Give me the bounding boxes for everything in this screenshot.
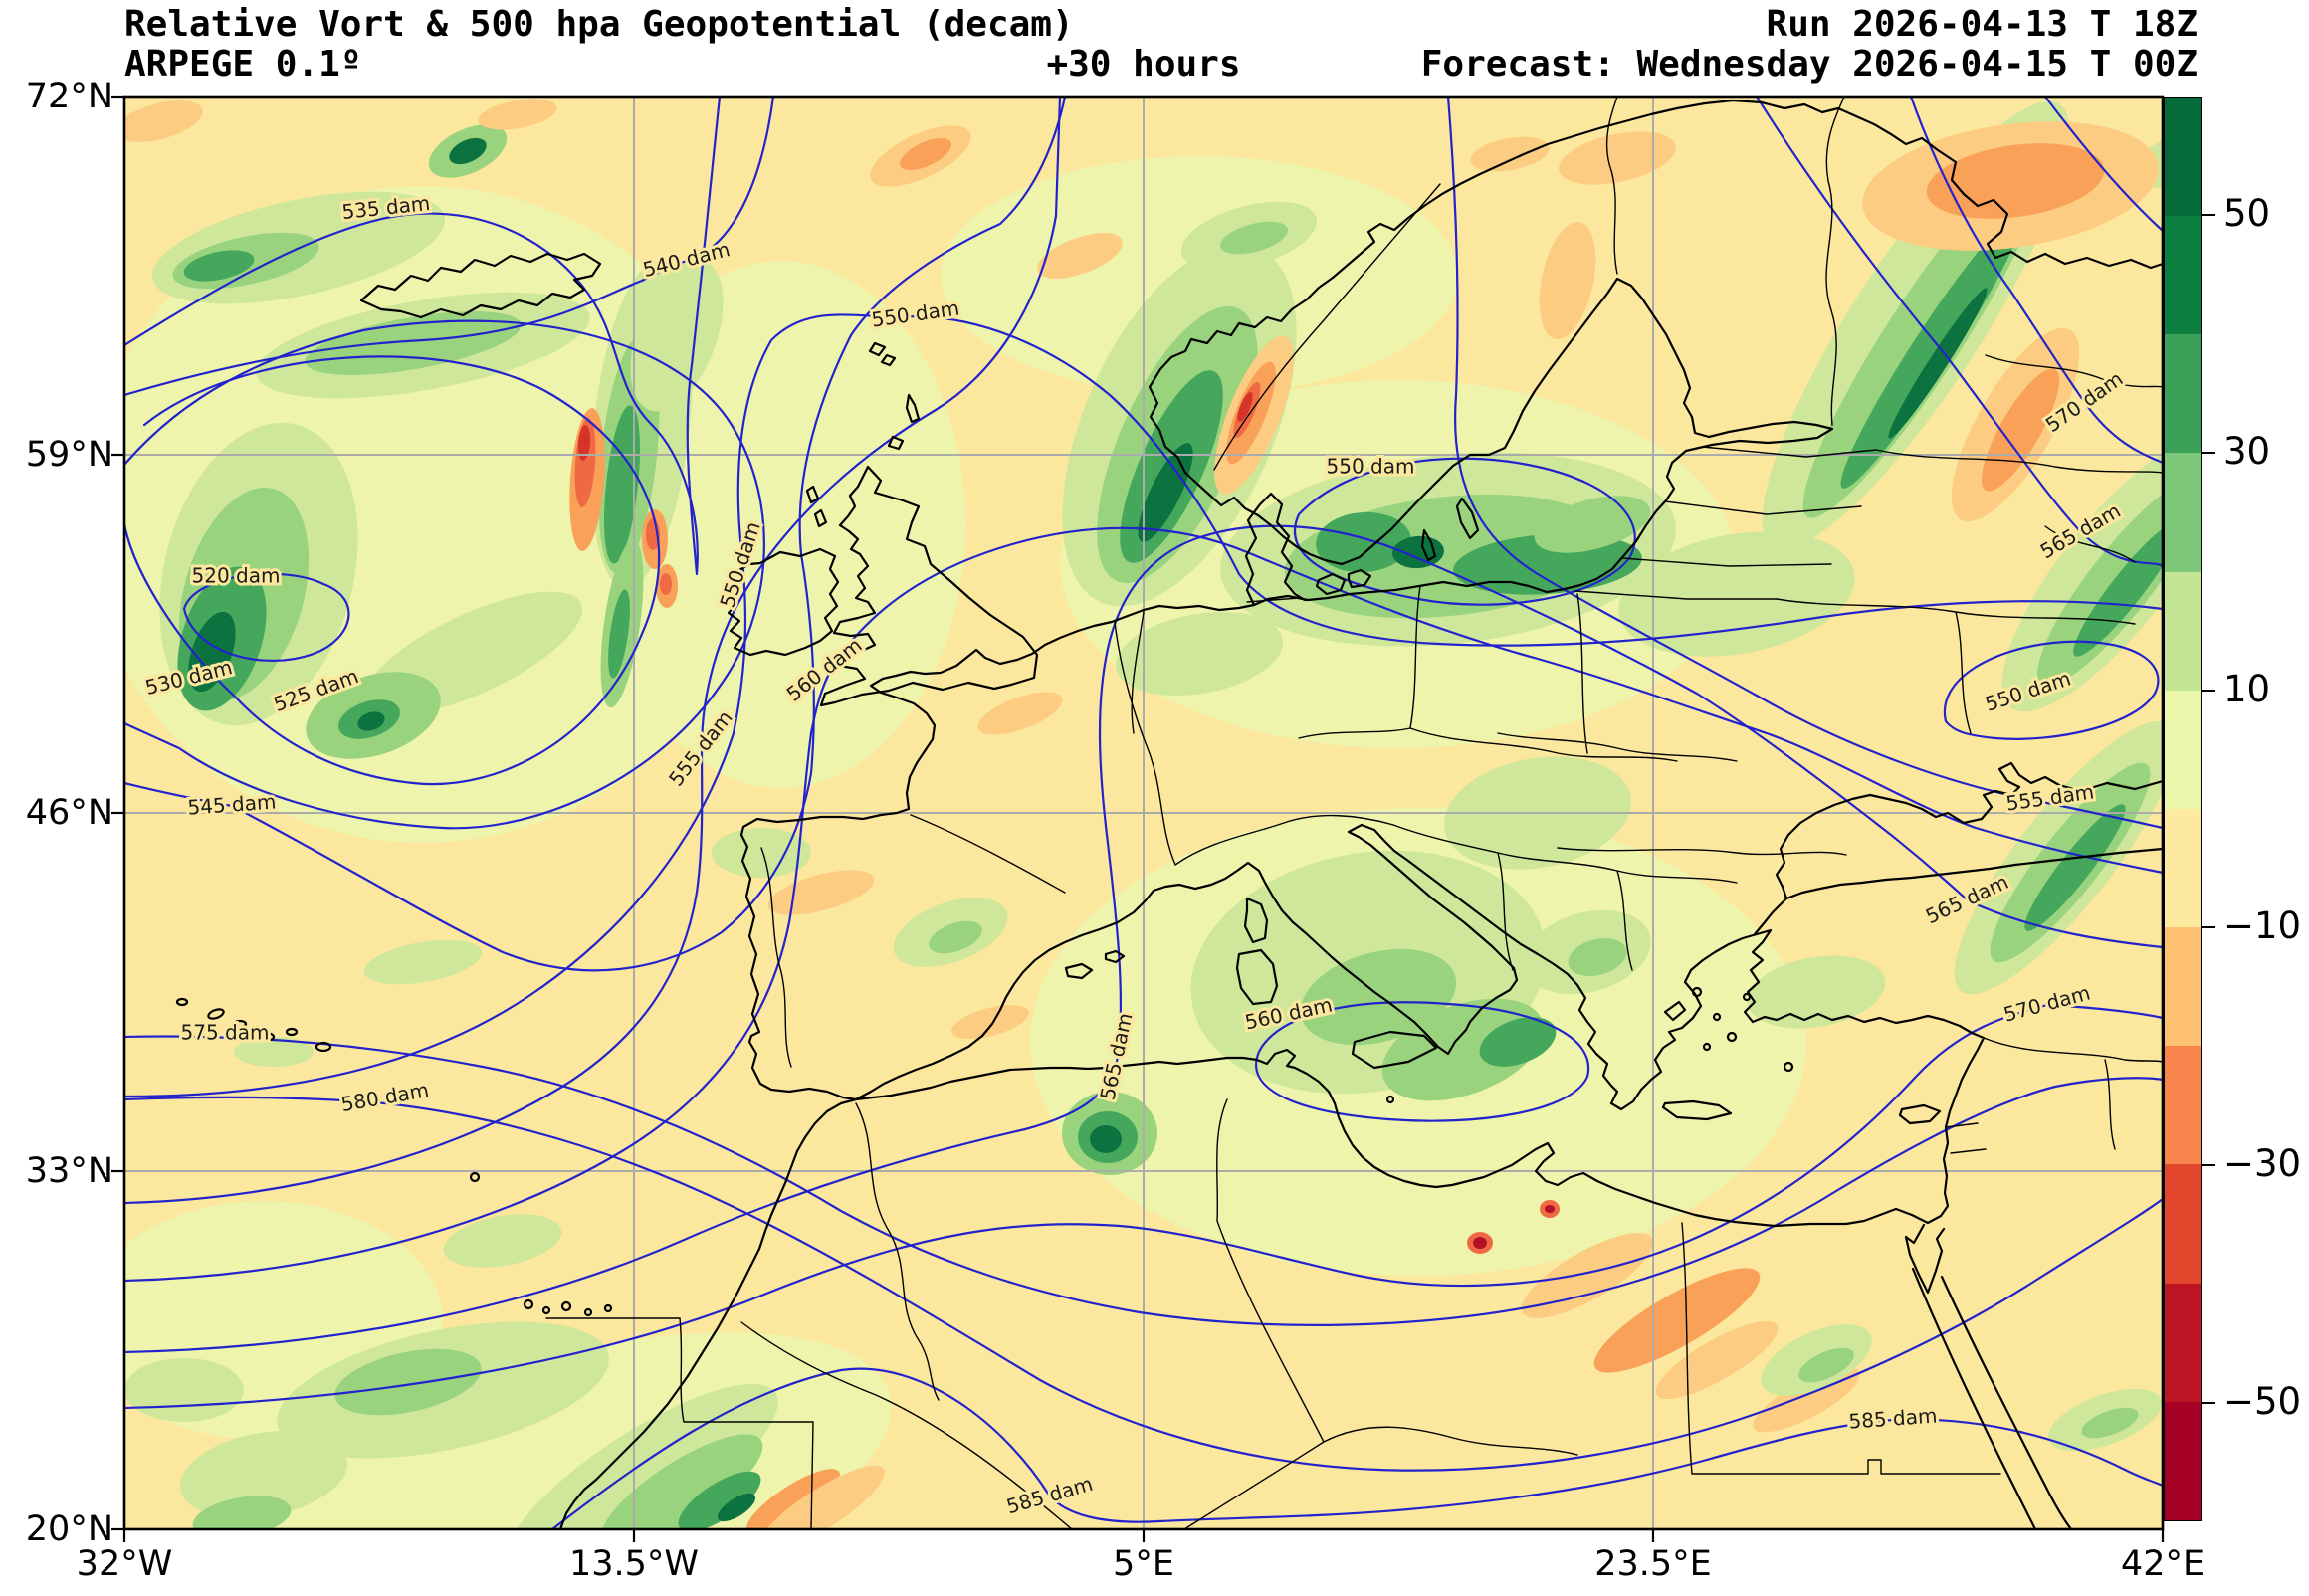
chart-title: Relative Vort & 500 hpa Geopotential (de…: [124, 4, 1074, 45]
geopotential-contours: [124, 97, 2163, 1529]
colorbar-segment: [2165, 334, 2201, 454]
colorbar-segment: [2165, 1401, 2201, 1520]
coastlines: [175, 99, 2163, 1529]
colorbar: [2164, 97, 2202, 1521]
colorbar-tick-mark: [2202, 926, 2215, 929]
contour-label: 575 dam: [181, 1021, 270, 1045]
forecast-label: Forecast: Wednesday 2026-04-15 T 00Z: [1420, 44, 2198, 85]
colorbar-segment: [2165, 98, 2201, 217]
axes-frame: [111, 95, 2165, 1542]
y-tick-label: 72°N: [25, 77, 113, 116]
y-tick-label: 20°N: [25, 1509, 113, 1549]
colorbar-tick-mark: [2202, 1164, 2215, 1166]
x-tick-label: 23.5°E: [1594, 1544, 1712, 1584]
colorbar-segment: [2165, 1046, 2201, 1165]
colorbar-tick-mark: [2202, 1401, 2215, 1404]
colorbar-tick-label: −10: [2223, 904, 2302, 948]
colorbar-segment: [2165, 690, 2201, 809]
x-tick-label: 32°W: [76, 1544, 173, 1584]
colorbar-tick-label: 30: [2223, 429, 2271, 473]
colorbar-segment: [2165, 571, 2201, 691]
colorbar-segment: [2165, 808, 2201, 928]
model-label: ARPEGE 0.1º: [124, 44, 362, 85]
y-tick-label: 59°N: [25, 435, 113, 475]
colorbar-tick-label: −50: [2223, 1379, 2302, 1423]
contour-label: 520 dam: [192, 564, 281, 588]
contour-label: 550 dam: [1327, 455, 1415, 479]
colorbar-segment: [2165, 927, 2201, 1047]
colorbar-segment: [2165, 1164, 2201, 1284]
vorticity-fill-layer: [124, 97, 2163, 1529]
colorbar-tick-label: 10: [2223, 667, 2271, 710]
colorbar-tick-mark: [2202, 689, 2215, 692]
lead-time-label: +30 hours: [1046, 44, 1241, 85]
run-label: Run 2026-04-13 T 18Z: [1766, 4, 2198, 45]
x-tick-label: 13.5°W: [568, 1544, 700, 1584]
x-tick-label: 5°E: [1113, 1544, 1174, 1584]
colorbar-tick-label: 50: [2223, 192, 2271, 236]
colorbar-segment: [2165, 453, 2201, 572]
x-tick-label: 42°E: [2120, 1544, 2205, 1584]
graticule: [124, 97, 2163, 1529]
colorbar-segment: [2165, 1283, 2201, 1402]
y-tick-label: 46°N: [25, 793, 113, 833]
y-tick-label: 33°N: [25, 1151, 113, 1191]
colorbar-tick-mark: [2202, 214, 2215, 217]
colorbar-segment: [2165, 216, 2201, 335]
country-borders: [545, 97, 2163, 1529]
colorbar-tick-label: −30: [2223, 1141, 2302, 1185]
colorbar-tick-mark: [2202, 452, 2215, 454]
